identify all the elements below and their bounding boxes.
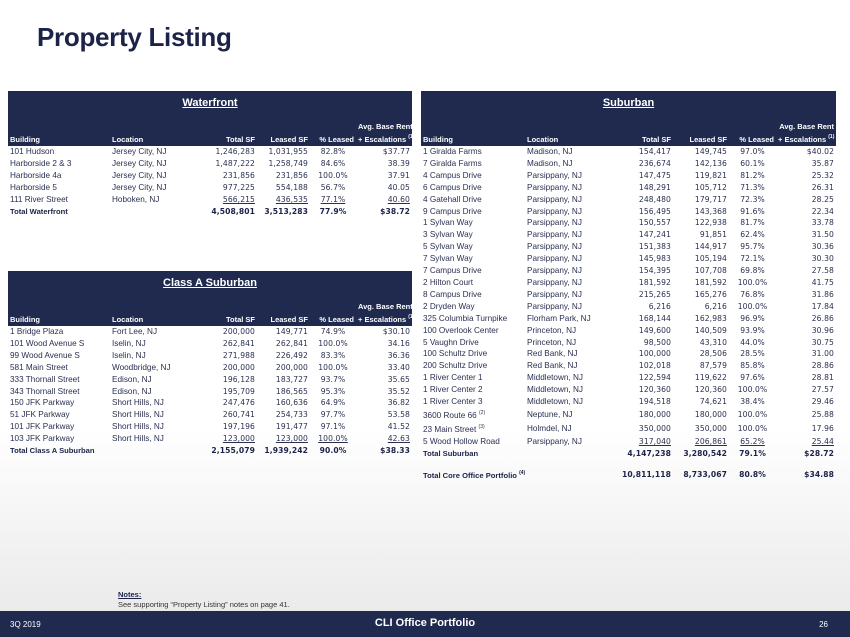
suburban-title: Suburban	[602, 97, 655, 109]
col-total-sf: Total SF	[225, 135, 255, 144]
col-location: Location	[112, 315, 144, 324]
class-a-suburban-title: Class A Suburban	[163, 277, 257, 289]
table-row: 6 Campus Drive Parsippany, NJ 148,291 105,7…	[423, 182, 834, 192]
class-a-suburban-table: Class A Suburban Building Location Total…	[8, 271, 414, 455]
table-row: 2 Hilton Court Parsippany, NJ 181,592 181,5…	[423, 277, 834, 287]
table-row: 100 Overlook Center Princeton, NJ 149,600 1…	[423, 325, 834, 335]
table-row: 343 Thornall Street Edison, NJ 195,709 186,…	[10, 386, 410, 396]
col-building: Building	[10, 135, 40, 144]
table-row: Harborside 2 & 3 Jersey City, NJ 1,487,2…	[10, 158, 410, 168]
col-leased-sf: Leased SF	[270, 315, 308, 324]
table-row: 1 Bridge Plaza Fort Lee, NJ 200,000 149,771…	[10, 327, 410, 336]
suburban-header: Suburban	[421, 91, 836, 146]
table-row: 1 River Center 1 Middletown, NJ 122,594 119…	[423, 373, 834, 383]
table-row: 1 Sylvan Way Parsippany, NJ 150,557 122,938…	[423, 218, 834, 228]
grand-total-row: Total Core Office Portfolio (4) 10,811,1…	[423, 470, 834, 480]
suburban-grid: Building Location Total SF Leased SF % L…	[421, 91, 836, 460]
grand-leased-sf: 8,733,067	[683, 470, 727, 479]
total-row: Total Suburban 4,147,238 3,280,542 79.1%…	[423, 448, 834, 458]
col-pct-leased: % Leased	[319, 135, 354, 144]
col-rent: Avg. Base Rent + Escalations (1)	[358, 302, 415, 324]
table-row: 23 Main Street (3) Holmdel, NJ 350,000 350,…	[423, 423, 834, 434]
table-row: 1 River Center 3 Middletown, NJ 194,518 74,…	[423, 397, 834, 407]
suburban-table: Suburban Building Location Total SF Leas…	[421, 91, 836, 458]
col-building: Building	[423, 135, 453, 144]
table-row: 111 River Street Hoboken, NJ 566,215 436…	[10, 194, 410, 204]
col-leased-sf: Leased SF	[270, 135, 308, 144]
col-rent: Avg. Base Rent + Escalations (1)	[358, 122, 415, 144]
notes-text: See supporting “Property Listing” notes …	[118, 600, 290, 609]
table-row: 7 Sylvan Way Parsippany, NJ 145,983 105,194…	[423, 254, 834, 264]
table-row: 4 Campus Drive Parsippany, NJ 147,475 119,8…	[423, 170, 834, 180]
waterfront-table: Waterfront Building Location Total SF Le…	[8, 91, 414, 216]
table-row: 4 Gatehall Drive Parsippany, NJ 248,480 179…	[423, 194, 834, 204]
table-row: 7 Giralda Farms Madison, NJ 236,674 142,136…	[423, 158, 834, 168]
table-row: 9 Campus Drive Parsippany, NJ 156,495 143,3…	[423, 206, 834, 216]
waterfront-title: Waterfront	[182, 97, 238, 109]
table-row: Harborside 5 Jersey City, NJ 977,225 554…	[10, 182, 410, 192]
table-row: 333 Thornall Street Edison, NJ 196,128 183,…	[10, 374, 410, 384]
table-row: 7 Campus Drive Parsippany, NJ 154,395 107,7…	[423, 266, 834, 276]
col-total-sf: Total SF	[641, 135, 671, 144]
table-row: 5 Sylvan Way Parsippany, NJ 151,383 144,917…	[423, 242, 834, 252]
table-row: 103 JFK Parkway Short Hills, NJ 123,000 123…	[10, 434, 410, 444]
table-row: 325 Columbia Turnpike Florham Park, NJ 168…	[423, 313, 834, 323]
col-pct-leased: % Leased	[739, 135, 774, 144]
table-row: 101 Wood Avenue S Iselin, NJ 262,841 262,84…	[10, 338, 410, 348]
class-a-suburban-header: Class A Suburban	[8, 271, 412, 326]
col-location: Location	[112, 135, 144, 144]
table-row: 2 Dryden Way Parsippany, NJ 6,216 6,216 100.…	[423, 301, 834, 311]
table-row: Harborside 4a Jersey City, NJ 231,856 23…	[10, 170, 410, 180]
page-number: 26	[819, 620, 828, 629]
col-total-sf: Total SF	[225, 315, 255, 324]
notes-heading: Notes:	[118, 590, 142, 599]
table-row: 101 JFK Parkway Short Hills, NJ 197,196 191…	[10, 422, 410, 432]
footer-period: 3Q 2019	[10, 620, 41, 629]
table-row: 5 Wood Hollow Road Parsippany, NJ 317,040 2…	[423, 436, 834, 446]
table-row: 1 River Center 2 Middletown, NJ 120,360 120…	[423, 385, 834, 395]
table-row: 100 Schultz Drive Red Bank, NJ 100,000 28,5…	[423, 349, 834, 359]
table-row: 3600 Route 66 (2) Neptune, NJ 180,000 180,0…	[423, 409, 834, 420]
col-location: Location	[527, 135, 559, 144]
table-row: 51 JFK Parkway Short Hills, NJ 260,741 254,…	[10, 410, 410, 420]
table-row: 99 Wood Avenue S Iselin, NJ 271,988 226,492…	[10, 350, 410, 360]
grand-total-label: Total Core Office Portfolio	[423, 471, 517, 480]
col-pct-leased: % Leased	[319, 315, 354, 324]
grand-total-sf: 10,811,118	[621, 470, 671, 479]
total-row: Total Waterfront 4,508,801 3,513,283 77.…	[10, 206, 410, 216]
col-building: Building	[10, 315, 40, 324]
total-row: Total Class A Suburban 2,155,079 1,939,2…	[10, 446, 410, 456]
table-row: 581 Main Street Woodbridge, NJ 200,000 200,…	[10, 362, 410, 372]
class-a-suburban-grid: Building Location Total SF Leased SF % L…	[8, 271, 415, 457]
footer-bar: 3Q 2019 CLI Office Portfolio 26	[0, 611, 850, 637]
footer-title: CLI Office Portfolio	[374, 617, 476, 629]
notes: Notes: See supporting “Property Listing”…	[118, 590, 290, 610]
table-row: 101 Hudson Jersey City, NJ 1,246,283 1,0…	[10, 147, 410, 156]
grand-pct-leased: 80.8%	[739, 470, 766, 479]
table-row: 200 Schultz Drive Red Bank, NJ 102,018 87,5…	[423, 361, 834, 371]
table-row: 5 Vaughn Drive Princeton, NJ 98,500 43,310 4…	[423, 337, 834, 347]
table-row: 8 Campus Drive Parsippany, NJ 215,265 165,2…	[423, 289, 834, 299]
col-leased-sf: Leased SF	[689, 135, 727, 144]
table-row: 150 JFK Parkway Short Hills, NJ 247,476 160…	[10, 398, 410, 408]
table-row: 1 Giralda Farms Madison, NJ 154,417 149,745…	[423, 147, 834, 156]
page-title: Property Listing	[37, 22, 232, 52]
waterfront-grid: Building Location Total SF Leased SF % L…	[8, 91, 415, 217]
grand-rent: $34.88	[804, 470, 834, 479]
col-rent: Avg. Base Rent + Escalations (1)	[778, 122, 835, 144]
waterfront-header: Waterfront	[8, 91, 412, 146]
table-row: 3 Sylvan Way Parsippany, NJ 147,241 91,851 6…	[423, 230, 834, 240]
